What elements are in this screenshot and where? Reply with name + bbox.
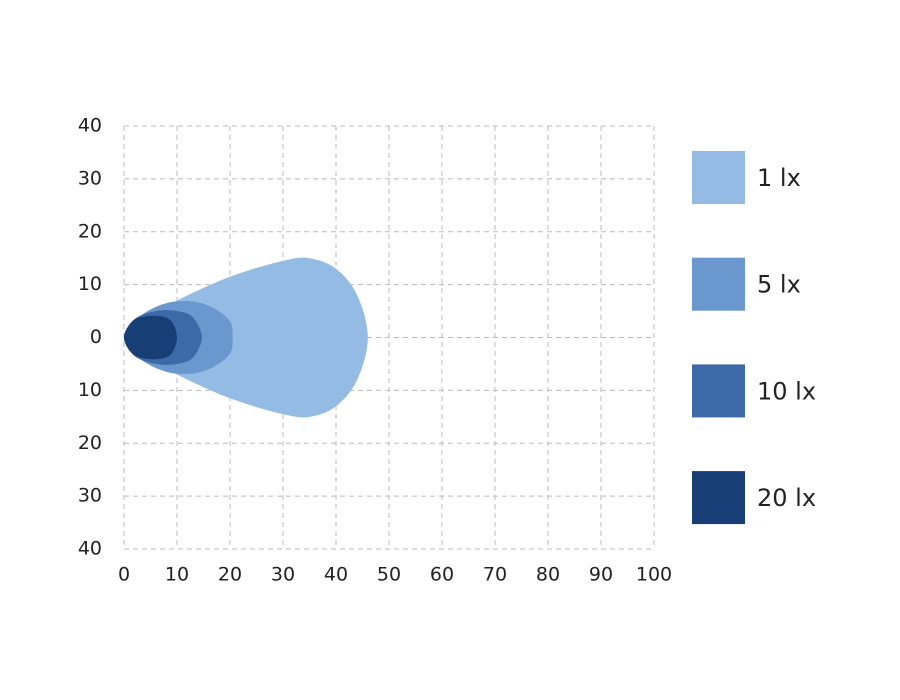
legend-swatch: [692, 471, 745, 525]
x-tick-label: 0: [118, 564, 130, 586]
legend-label: 10 lx: [757, 377, 816, 405]
legend-label: 20 lx: [757, 484, 816, 512]
x-tick-label: 20: [218, 564, 242, 586]
y-tick-label: 20: [78, 432, 102, 454]
y-tick-label: 40: [78, 115, 102, 137]
x-tick-label: 70: [483, 564, 507, 586]
legend-label: 1 lx: [757, 164, 801, 192]
x-tick-label: 80: [536, 564, 560, 586]
isolux-area: [124, 315, 177, 360]
y-tick-label: 20: [78, 220, 102, 242]
y-tick-label: 30: [78, 167, 102, 189]
x-tick-label: 100: [636, 564, 672, 586]
x-tick-label: 60: [430, 564, 454, 586]
y-tick-label: 30: [78, 485, 102, 507]
x-tick-label: 50: [377, 564, 401, 586]
y-tick-label: 10: [78, 379, 102, 401]
legend-label: 5 lx: [757, 271, 801, 299]
y-tick-label: 0: [90, 326, 102, 348]
isolux-area: [124, 257, 368, 418]
legend-swatch: [692, 257, 745, 311]
legend-swatch: [692, 364, 745, 418]
x-tick-label: 90: [589, 564, 613, 586]
y-tick-label: 40: [78, 538, 102, 560]
x-tick-label: 40: [324, 564, 348, 586]
legend-swatch: [692, 151, 745, 204]
x-tick-label: 30: [271, 564, 295, 586]
x-tick-label: 10: [165, 564, 189, 586]
y-tick-label: 10: [78, 273, 102, 295]
